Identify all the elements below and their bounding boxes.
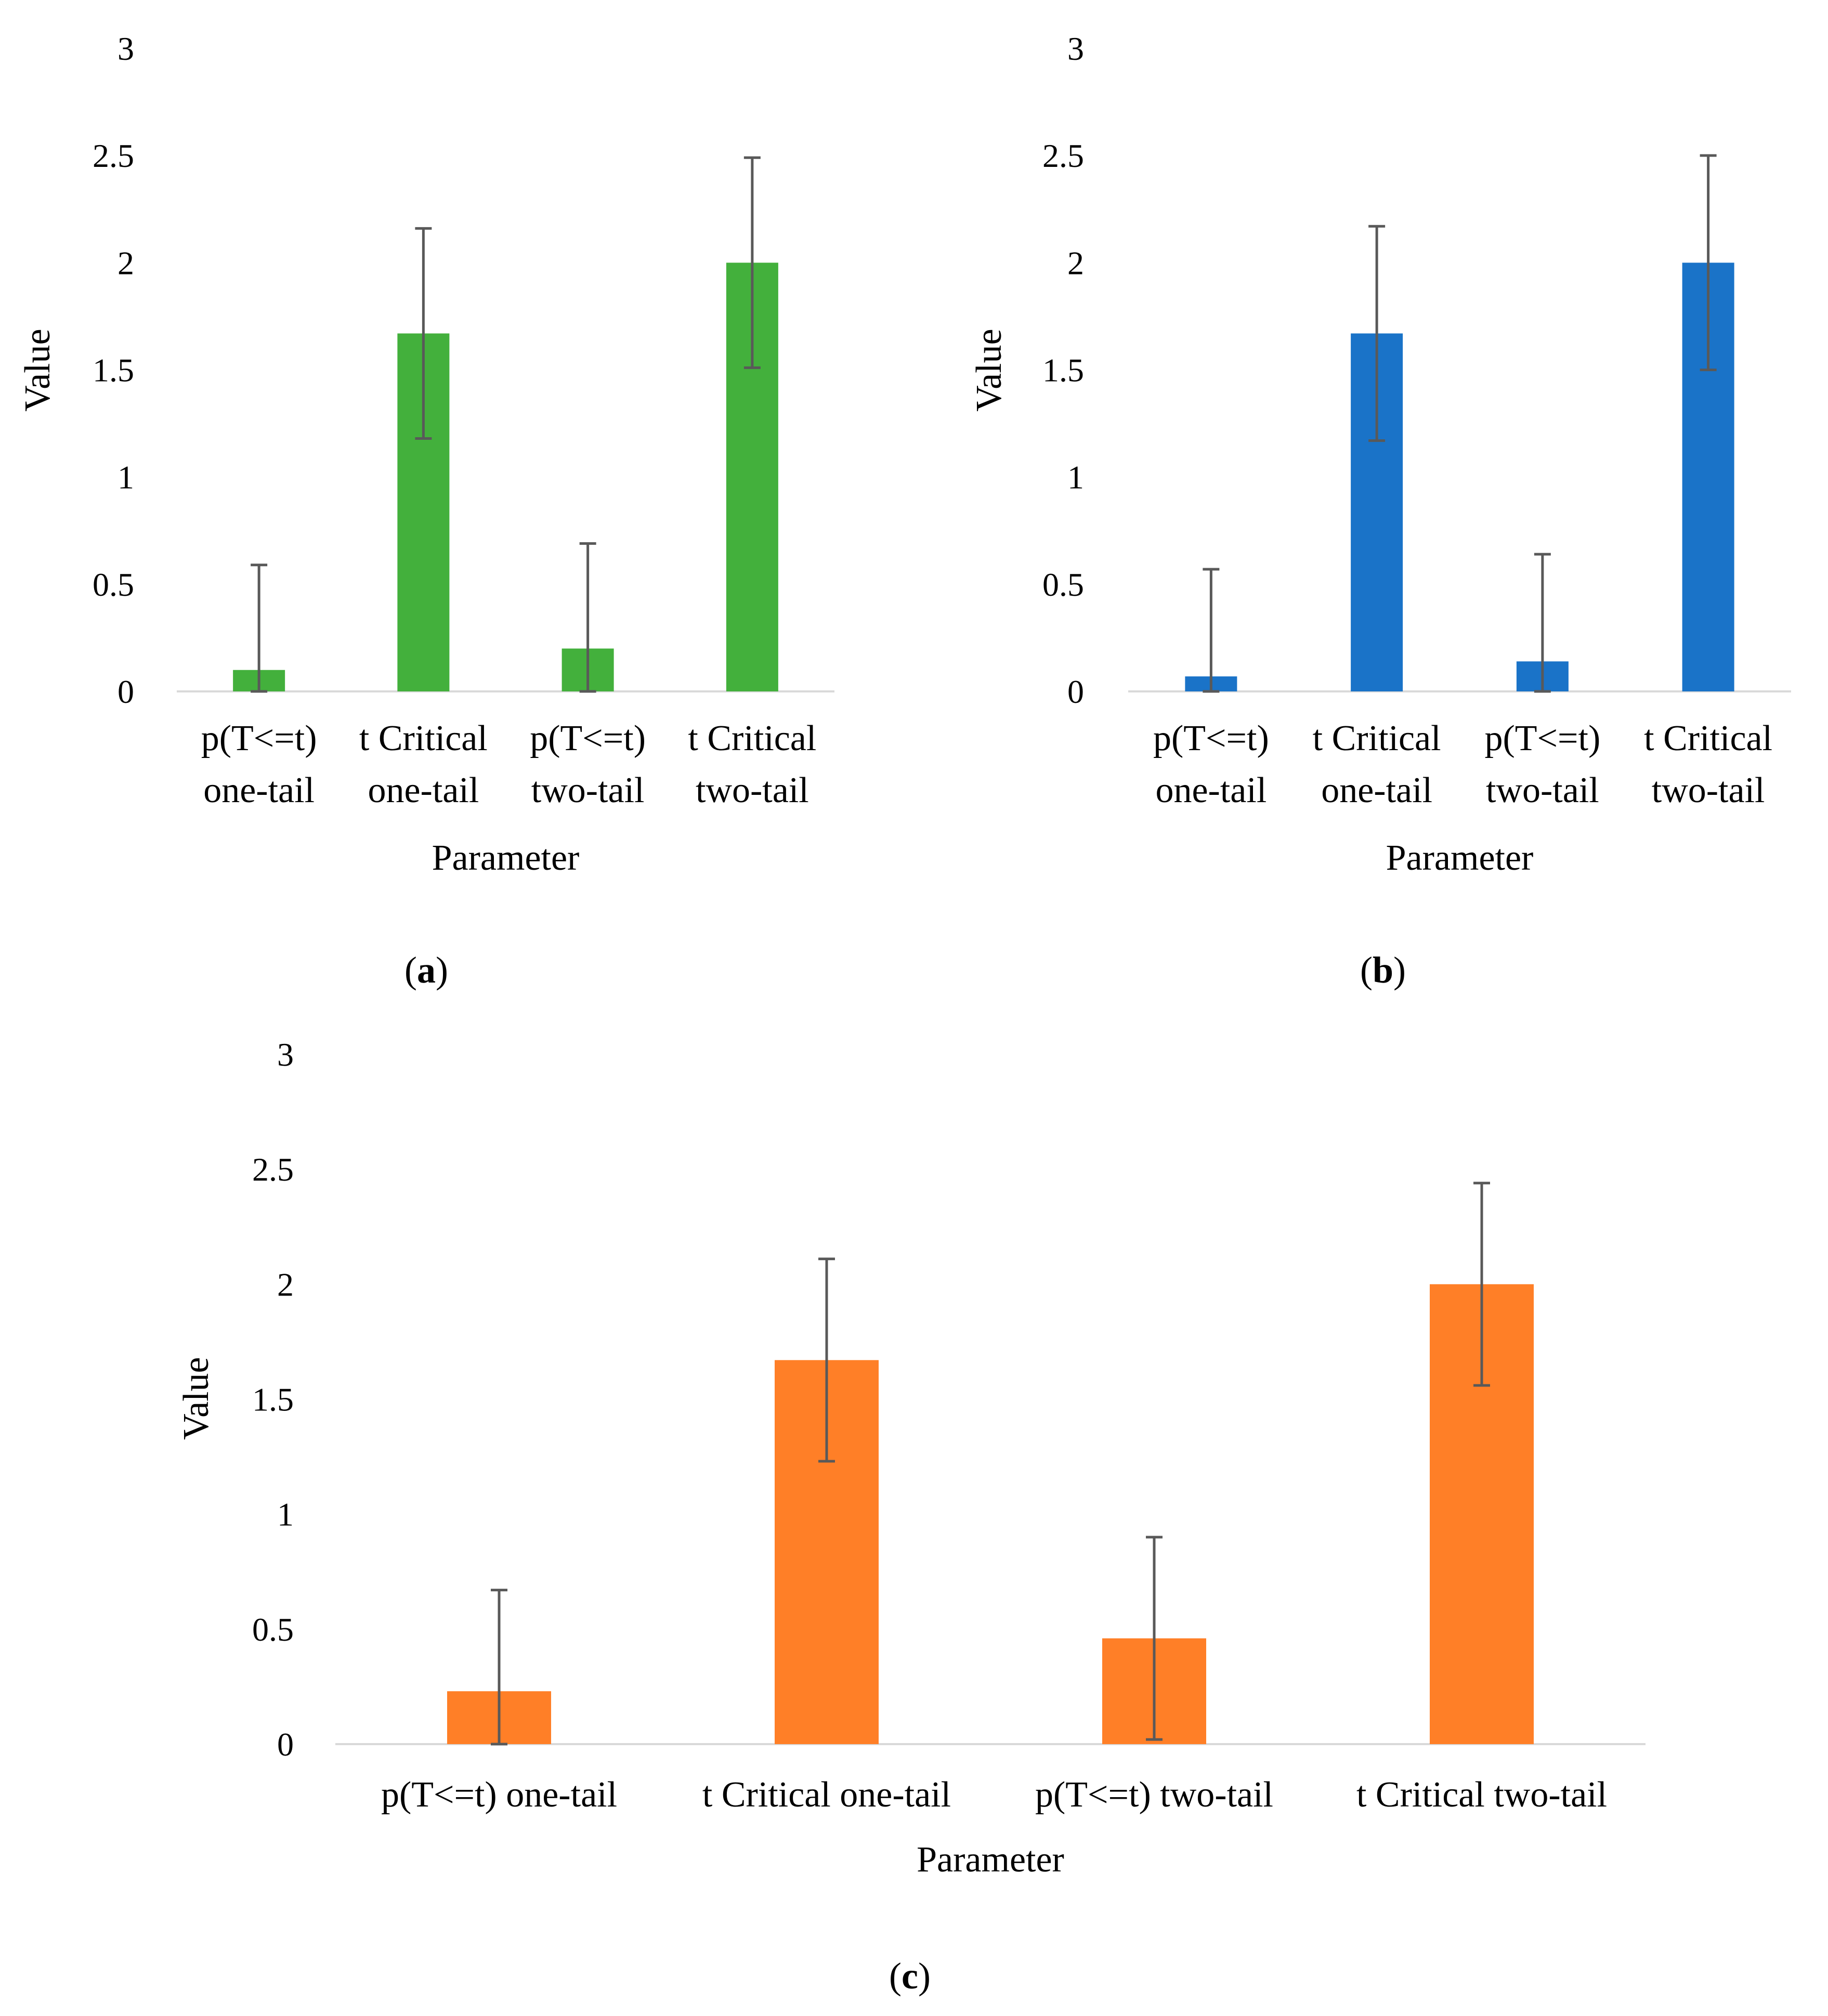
x-axis-label: Parameter [432,838,580,878]
panel-label-open-paren: ( [889,1955,902,1997]
y-tick-label: 3 [117,30,134,67]
y-tick-label: 2 [1067,244,1084,281]
y-tick-label: 2 [277,1266,294,1303]
x-tick-label: one-tail [1155,770,1266,810]
panel-label-letter: c [902,1955,918,1997]
y-tick-label: 0 [117,673,134,710]
y-tick-label: 0 [1067,673,1084,710]
y-axis-label: Value [176,1357,216,1439]
x-tick-label: p(T<=t) [1484,718,1600,758]
x-tick-label: t Critical [1313,718,1441,758]
x-tick-label: two-tail [696,770,809,810]
y-tick-label: 1 [117,459,134,496]
x-tick-label: one-tail [1321,770,1432,810]
chart-panel-a: 0 0.5 1 1.5 2 2.5 3 p(T<=t) one-tail t Critical on… [18,30,834,991]
x-tick-label: p(T<=t) [201,718,317,758]
chart-panel-b: 0 0.5 1 1.5 2 2.5 3 p(T<=t) one-tail t Critical on… [969,30,1791,991]
x-tick-label: one-tail [368,770,479,810]
panel-label-letter: b [1373,949,1393,991]
panel-label: (b) [1360,949,1406,991]
x-tick-label: p(T<=t) one-tail [381,1775,617,1815]
x-tick-label: t Critical two-tail [1356,1775,1607,1815]
y-tick-label: 2 [117,244,134,281]
x-tick-label: two-tail [1486,770,1599,810]
y-tick-label: 1 [1067,459,1084,496]
x-tick-label: two-tail [531,770,645,810]
x-axis-label: Parameter [917,1840,1064,1880]
y-axis-label: Value [18,329,58,411]
panel-label-close-paren: ) [1393,949,1406,991]
y-tick-label: 0 [277,1726,294,1763]
y-tick-label: 0.5 [1042,566,1084,603]
panel-label-close-paren: ) [918,1955,931,1997]
x-axis-label: Parameter [1386,838,1534,878]
x-tick-label: t Critical [688,718,816,758]
y-tick-label: 3 [1067,30,1084,67]
panel-label-letter: a [417,949,436,991]
x-tick-label: t Critical [1644,718,1772,758]
y-tick-label: 3 [277,1036,294,1073]
x-tick-label: t Critical one-tail [702,1775,951,1815]
y-tick-label: 1 [277,1496,294,1533]
y-tick-label: 1.5 [1042,352,1084,389]
panel-label-open-paren: ( [1360,949,1373,991]
x-tick-label: t Critical [359,718,488,758]
x-tick-label: p(T<=t) [530,718,646,758]
x-tick-label: one-tail [203,770,315,810]
y-tick-label: 1.5 [93,352,134,389]
panel-label: (c) [889,1955,931,1997]
y-tick-label: 0.5 [252,1611,294,1648]
y-tick-label: 0.5 [93,566,134,603]
y-tick-label: 1.5 [252,1381,294,1418]
y-tick-label: 2.5 [93,137,134,174]
panel-label: (a) [404,949,448,991]
panel-label-open-paren: ( [404,949,417,991]
x-tick-label: p(T<=t) [1153,718,1269,758]
y-axis-label: Value [969,329,1009,411]
panel-label-close-paren: ) [436,949,448,991]
y-tick-label: 2.5 [252,1151,294,1188]
chart-panel-c: 0 0.5 1 1.5 2 2.5 3 p(T<=t) one-tail t Critical … [176,1036,1646,1997]
x-tick-label: two-tail [1652,770,1765,810]
x-tick-label: p(T<=t) two-tail [1035,1775,1273,1815]
y-tick-label: 2.5 [1042,137,1084,174]
